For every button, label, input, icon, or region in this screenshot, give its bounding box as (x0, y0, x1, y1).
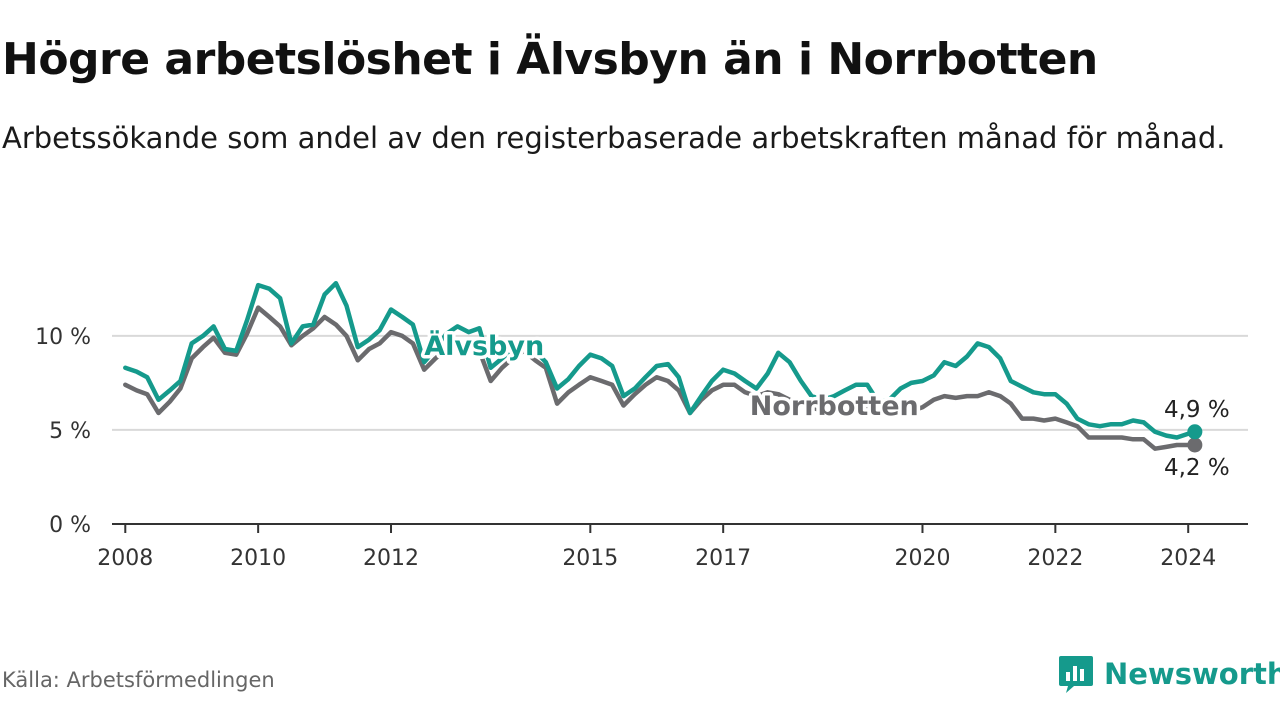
y-tick-label: 0 % (49, 513, 91, 538)
x-tick-label: 2010 (230, 546, 286, 571)
brand-name: Newsworthy (1104, 657, 1280, 691)
y-tick-label: 5 % (49, 419, 91, 444)
end-point-alvsbyn (1187, 424, 1203, 440)
end-value-label: 4,2 % (1164, 455, 1230, 481)
x-tick-label: 2020 (894, 546, 950, 571)
newsworthy-logo-icon (1059, 656, 1093, 693)
x-tick-label: 2012 (363, 546, 419, 571)
end-value-label: 4,9 % (1164, 397, 1230, 423)
source-note: Källa: Arbetsförmedlingen (2, 668, 275, 692)
x-tick-label: 2022 (1027, 546, 1083, 571)
y-tick-label: 10 % (35, 325, 91, 350)
series-label-alvsbyn: Älvsbyn (424, 330, 544, 362)
chart-title: Högre arbetslöshet i Älvsbyn än i Norrbo… (2, 34, 1098, 85)
x-tick-label: 2015 (562, 546, 618, 571)
chart-subtitle: Arbetssökande som andel av den registerb… (2, 121, 1226, 155)
x-tick-label: 2024 (1160, 546, 1216, 571)
end-point-norrbotten (1187, 437, 1203, 453)
series-line-norrbotten (123, 305, 1198, 451)
brand-logo[interactable]: Newsworthy (1058, 654, 1280, 694)
x-tick-label: 2017 (695, 546, 751, 571)
series-label-norrbotten: Norrbotten (750, 391, 919, 422)
series-line-alvsbyn (123, 280, 1198, 440)
x-tick-label: 2008 (97, 546, 153, 571)
